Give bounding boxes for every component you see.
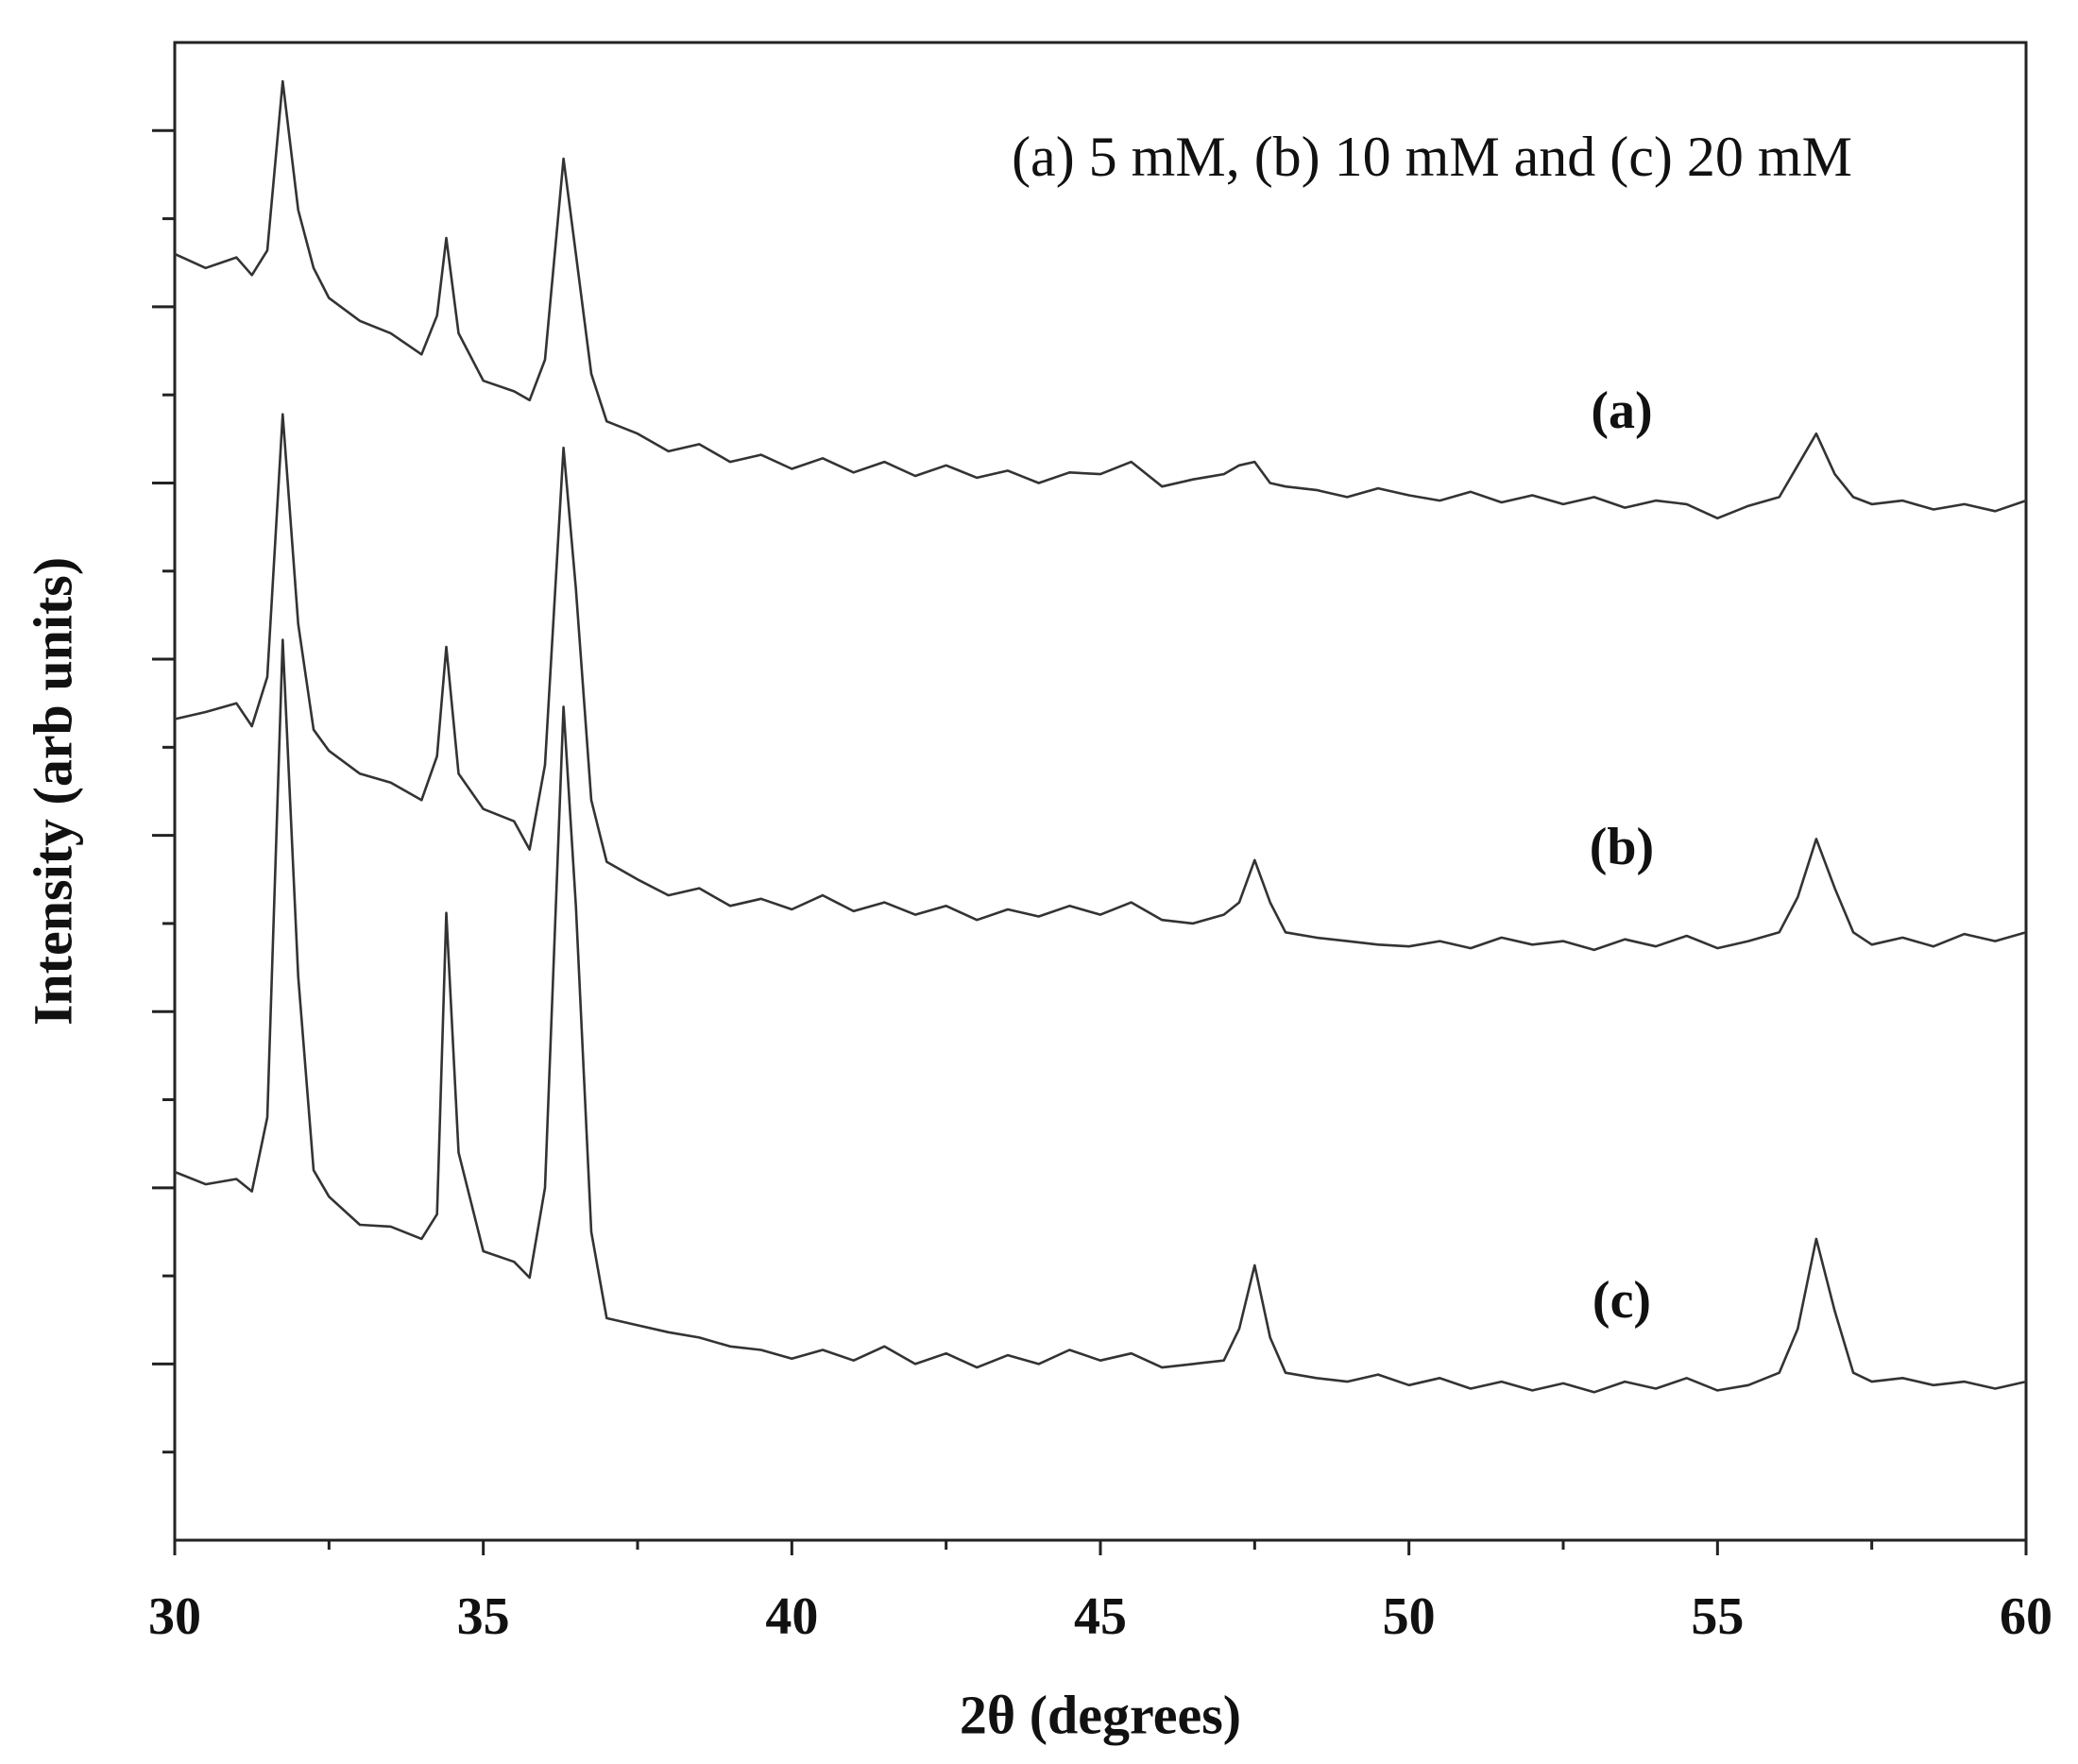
x-tick-label: 35 (457, 1587, 510, 1646)
chart-title: (a) 5 mM, (b) 10 mM and (c) 20 mM (1012, 126, 1852, 188)
curve-label: (b) (1590, 818, 1654, 876)
x-tick-label: 55 (1691, 1587, 1744, 1646)
curve-label: (a) (1591, 382, 1652, 440)
x-tick-label: 60 (2000, 1587, 2052, 1646)
xrd-curve (174, 79, 2027, 520)
x-tick-label: 50 (1383, 1587, 1436, 1646)
x-tick-label: 40 (765, 1587, 818, 1646)
xrd-curve (174, 413, 2027, 952)
y-axis-title: Intensity (arb units) (22, 557, 83, 1026)
curve-label: (c) (1593, 1271, 1651, 1330)
xrd-curve (174, 638, 2027, 1394)
x-tick-label: 30 (148, 1587, 201, 1646)
x-axis-title: 2θ (degrees) (960, 1684, 1241, 1745)
x-tick-label: 45 (1074, 1587, 1127, 1646)
plot-frame (173, 41, 2028, 1542)
